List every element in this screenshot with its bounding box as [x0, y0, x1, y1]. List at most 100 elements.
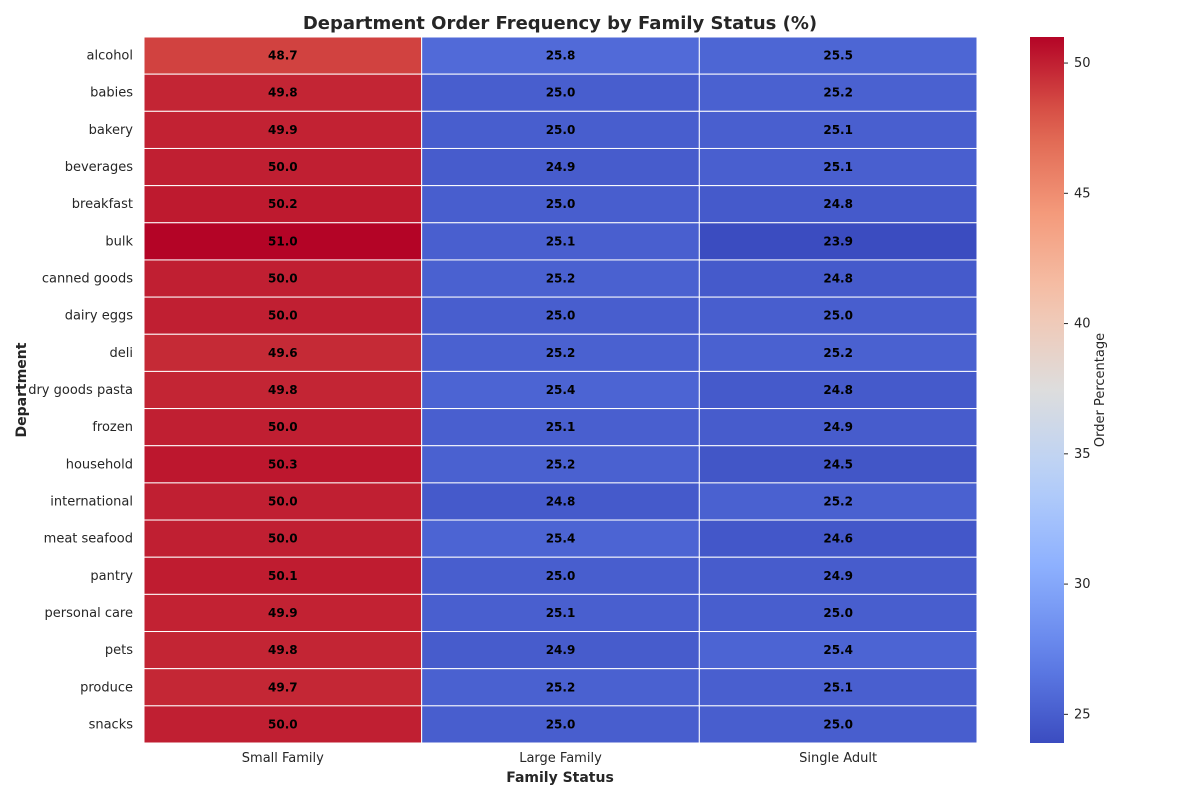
y-tick-label: beverages [65, 160, 134, 175]
heatmap-cell [143, 408, 423, 447]
y-tick-label: bulk [105, 234, 133, 249]
cell-value-label: 49.7 [268, 680, 298, 694]
heatmap-cell [143, 631, 423, 670]
x-tick-labels: Small Family Large Family Single Adult [242, 751, 877, 766]
heatmap-cell [421, 259, 700, 298]
heatmap-cell [698, 36, 978, 75]
x-axis-label: Family Status [506, 770, 614, 786]
y-tick-label: dry goods pasta [28, 383, 133, 398]
heatmap-cell [421, 36, 700, 75]
cell-value-label: 25.0 [823, 606, 853, 620]
heatmap-cell [143, 593, 423, 633]
heatmap-cell [698, 668, 978, 707]
heatmap-cell [698, 185, 978, 224]
heatmap-cell [698, 482, 978, 521]
cell-value-label: 50.0 [268, 272, 298, 286]
y-tick-label: deli [110, 346, 133, 361]
cell-value-label: 25.0 [546, 309, 576, 323]
y-tick-label: pantry [90, 569, 133, 584]
cell-value-label: 25.0 [546, 717, 576, 731]
chart-title: Department Order Frequency by Family Sta… [303, 13, 817, 34]
heatmap-cell [143, 482, 423, 521]
heatmap-cell [698, 73, 978, 112]
cell-value-label: 51.0 [268, 234, 298, 248]
cell-value-label: 49.8 [268, 643, 298, 657]
colorbar-tick-label: 45 [1074, 186, 1091, 201]
y-tick-label: produce [80, 680, 133, 695]
cell-value-label: 50.0 [268, 420, 298, 434]
cell-value-label: 25.2 [546, 457, 576, 471]
y-tick-label: breakfast [72, 197, 133, 212]
cell-value-label: 23.9 [823, 234, 853, 248]
heatmap-cell [143, 36, 423, 75]
heatmap-cell [143, 370, 423, 410]
cell-value-label: 50.0 [268, 532, 298, 546]
heatmap-cell [698, 705, 978, 744]
heatmap-cell [143, 296, 423, 335]
colorbar [1030, 37, 1064, 743]
y-tick-label: alcohol [87, 49, 133, 64]
heatmap-cell [143, 73, 423, 112]
cell-value-label: 24.6 [823, 532, 853, 546]
cell-value-label: 25.2 [546, 346, 576, 360]
y-tick-label: meat seafood [44, 532, 133, 547]
colorbar-tick-label: 40 [1074, 317, 1091, 332]
cell-value-label: 24.8 [546, 494, 576, 508]
y-tick-label: pets [105, 643, 133, 658]
cell-value-label: 25.1 [546, 234, 576, 248]
cell-value-label: 25.0 [546, 86, 576, 100]
heatmap-cell [421, 705, 700, 744]
cell-value-label: 25.4 [823, 643, 853, 657]
cell-value-label: 50.0 [268, 717, 298, 731]
y-tick-label: household [66, 457, 133, 472]
cell-value-label: 25.1 [823, 680, 853, 694]
cell-value-label: 49.8 [268, 383, 298, 397]
cell-value-label: 49.9 [268, 123, 298, 137]
heatmap-cell [698, 370, 978, 410]
x-tick-label: Small Family [242, 751, 324, 766]
cell-value-label: 24.9 [823, 569, 853, 583]
y-tick-label: personal care [45, 606, 133, 621]
cell-value-label: 25.5 [823, 49, 853, 63]
heatmap-cell [421, 668, 700, 707]
y-tick-label: bakery [89, 123, 134, 138]
cell-value-label: 50.2 [268, 197, 298, 211]
cell-value-label: 25.0 [823, 717, 853, 731]
cell-value-label: 24.9 [546, 643, 576, 657]
heatmap-cell [698, 631, 978, 670]
heatmap-cell [698, 593, 978, 633]
y-tick-label: dairy eggs [65, 309, 134, 324]
cell-value-label: 24.8 [823, 197, 853, 211]
colorbar-ticks: 25 30 35 40 45 50 [1064, 56, 1091, 722]
heatmap-cell [698, 556, 978, 595]
cell-value-label: 48.7 [268, 49, 298, 63]
heatmap-cell [698, 445, 978, 484]
heatmap-cell [421, 593, 700, 633]
heatmap-cell [143, 705, 423, 744]
y-axis-label: Department [14, 342, 30, 437]
cell-value-label: 25.0 [546, 569, 576, 583]
heatmap-cell [421, 110, 700, 149]
cell-value-label: 25.1 [546, 606, 576, 620]
colorbar-label: Order Percentage [1093, 333, 1108, 447]
cell-value-label: 25.1 [823, 160, 853, 174]
heatmap-cell [698, 222, 978, 261]
cell-value-label: 25.4 [546, 532, 576, 546]
heatmap-cell [698, 147, 978, 187]
colorbar-tick-label: 30 [1074, 577, 1091, 592]
heatmap-cell [421, 222, 700, 261]
cell-value-label: 50.1 [268, 569, 298, 583]
heatmap-cell [698, 519, 978, 558]
cell-value-label: 25.2 [546, 680, 576, 694]
heatmap-cell [143, 519, 423, 558]
heatmap-cell [421, 631, 700, 670]
heatmap-cell [698, 333, 978, 372]
y-tick-label: snacks [89, 717, 134, 732]
heatmap-cell [143, 556, 423, 595]
cell-value-label: 25.2 [546, 272, 576, 286]
cell-value-label: 50.3 [268, 457, 298, 471]
y-tick-label: frozen [92, 420, 133, 435]
cell-value-label: 25.0 [546, 197, 576, 211]
heatmap-cell [143, 222, 423, 261]
cell-value-label: 25.0 [546, 123, 576, 137]
